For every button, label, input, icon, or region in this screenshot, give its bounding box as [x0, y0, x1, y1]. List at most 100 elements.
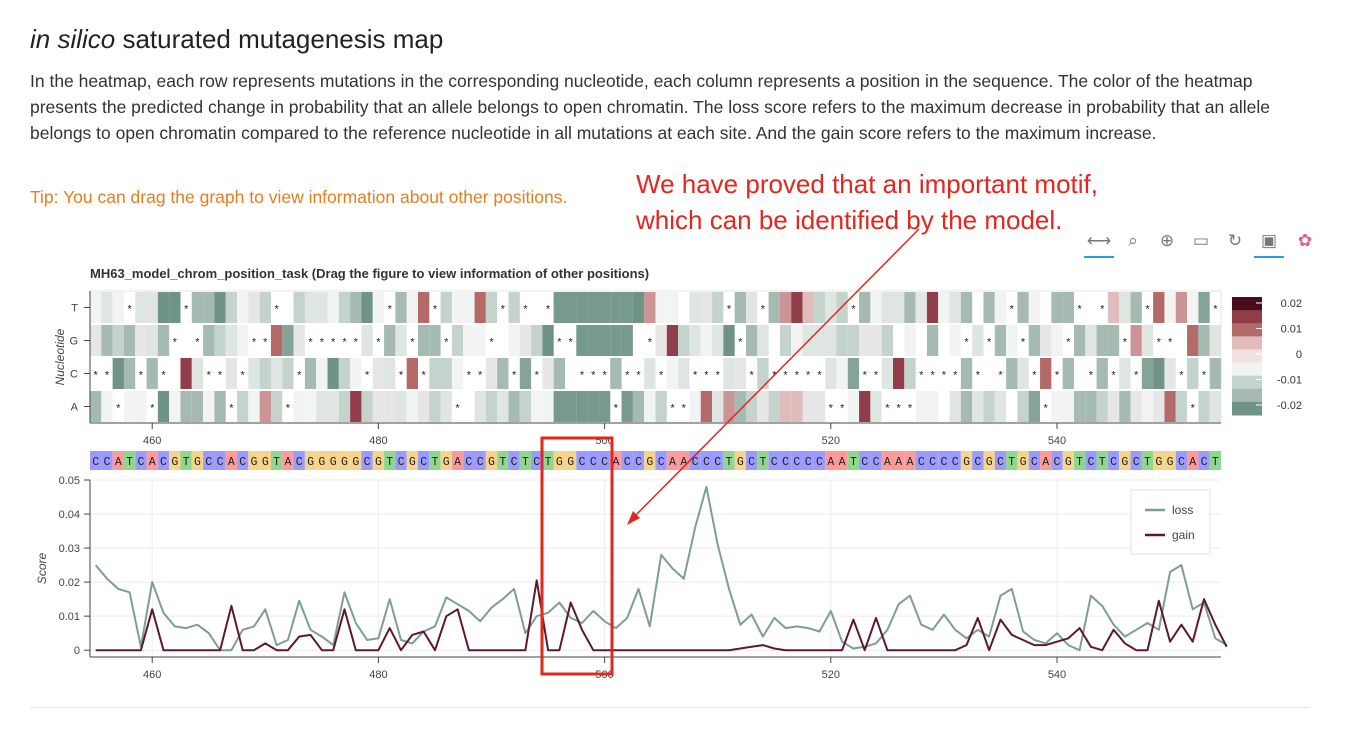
heatmap-cell [406, 391, 418, 422]
heatmap-cell [1187, 358, 1199, 389]
reference-marker: * [252, 337, 257, 349]
reference-marker: * [874, 370, 879, 382]
heatmap-cell [745, 292, 758, 323]
heatmap-cell [293, 292, 305, 323]
heatmap-cell [146, 292, 158, 323]
wheel-zoom-icon[interactable]: ⊕ [1159, 231, 1175, 250]
sequence-base-letter: T [432, 456, 439, 469]
sequence-base-cell [847, 451, 860, 470]
line-y-tick-label: 0.03 [59, 543, 80, 555]
colorbar-tick-label: 0.02 [1281, 298, 1302, 310]
reference-marker: * [105, 370, 110, 382]
reference-marker: * [863, 370, 868, 382]
heatmap-cell [191, 391, 204, 422]
colorbar-tick-label: -0.02 [1277, 400, 1302, 412]
sequence-base-letter: G [567, 456, 574, 469]
heatmap-cell [338, 358, 351, 389]
heatmap-cell [259, 292, 271, 323]
heatmap-cell [225, 358, 238, 389]
sequence-base-letter: C [748, 456, 755, 469]
heatmap-cell [621, 391, 633, 422]
sequence-base-letter: C [703, 456, 710, 469]
heatmap-cell [429, 358, 441, 389]
colorbar-tick-label: 0 [1296, 349, 1302, 361]
heatmap-cell [440, 292, 452, 323]
heatmap-cell [1164, 358, 1176, 389]
heatmap-cell [1187, 325, 1199, 356]
sequence-base-cell [440, 451, 452, 470]
heatmap-cell [519, 391, 532, 422]
reference-marker: * [908, 403, 913, 415]
heatmap-cell [429, 391, 441, 422]
sequence-base-letter: C [601, 456, 608, 469]
heatmap-cell [893, 292, 905, 323]
sequence-base-letter: T [386, 456, 393, 469]
heatmap-cell [485, 292, 498, 323]
heatmap-cell [598, 292, 611, 323]
pan-icon[interactable]: ⟷ [1084, 226, 1114, 258]
sequence-base-cell [1017, 451, 1029, 470]
sequence-base-cell [350, 451, 362, 470]
heatmap-cell [565, 292, 577, 323]
heatmap-cell [1164, 292, 1176, 323]
sequence-base-letter: A [1042, 456, 1049, 469]
heatmap-cell [395, 325, 407, 356]
heatmap-cell [553, 358, 566, 389]
bokeh-logo-icon[interactable]: ✿ [1297, 231, 1313, 250]
reference-marker: * [738, 337, 743, 349]
reference-marker: * [953, 370, 958, 382]
heatmap-cell [542, 358, 554, 389]
sequence-base-letter: A [680, 456, 687, 469]
heatmap-cell [157, 391, 170, 422]
heatmap-cell [474, 325, 486, 356]
heatmap-cell [768, 292, 780, 323]
reference-marker: * [1111, 370, 1116, 382]
line-x-tick-label: 540 [1048, 669, 1066, 681]
reference-marker: * [806, 370, 811, 382]
heatmap-cell [497, 358, 509, 389]
sequence-base-cell [327, 451, 339, 470]
heatmap-cell [372, 292, 385, 323]
sequence-base-cell [542, 451, 554, 470]
heatmap-cell [474, 292, 486, 323]
sequence-base-cell [519, 451, 532, 470]
sequence-base-cell [655, 451, 667, 470]
heatmap-cell [508, 325, 520, 356]
reset-icon[interactable]: ↻ [1227, 231, 1243, 250]
heatmap-cell [960, 292, 973, 323]
heatmap-cell [451, 325, 464, 356]
sequence-base-cell [304, 451, 317, 470]
sequence-base-letter: C [658, 456, 665, 469]
heatmap-cell [870, 292, 882, 323]
reference-marker: * [591, 370, 596, 382]
heatmap-cell [960, 358, 973, 389]
reference-marker: * [320, 337, 325, 349]
heatmap-cell [169, 292, 181, 323]
sequence-base-cell [881, 451, 894, 470]
colorbar-tick-label: -0.01 [1277, 375, 1302, 387]
sequence-base-letter: G [171, 456, 178, 469]
heatmap-cell [270, 358, 283, 389]
heatmap-cell [1141, 358, 1154, 389]
heatmap-cell [203, 292, 215, 323]
heatmap-cell [1107, 391, 1120, 422]
sequence-base-cell [779, 451, 792, 470]
heatmap-cell [157, 325, 170, 356]
series-line-loss [94, 485, 1228, 652]
heatmap-cell [1107, 292, 1120, 323]
hover-icon[interactable]: ▣ [1254, 226, 1284, 258]
save-icon[interactable]: ▭ [1192, 231, 1210, 250]
heatmap-cell [1096, 391, 1108, 422]
sequence-base-cell [1028, 451, 1041, 470]
heatmap-cell [1198, 292, 1210, 323]
sequence-base-cell [1209, 451, 1221, 470]
heatmap-cell [1051, 292, 1063, 323]
heatmap-cell [123, 325, 136, 356]
heatmap-cell [553, 391, 566, 422]
box-zoom-icon[interactable]: ⌕ [1128, 231, 1138, 250]
sequence-base-cell [926, 451, 939, 470]
reference-marker: * [523, 304, 528, 316]
heatmap-cell [915, 391, 927, 422]
heatmap-cell [1164, 391, 1176, 422]
